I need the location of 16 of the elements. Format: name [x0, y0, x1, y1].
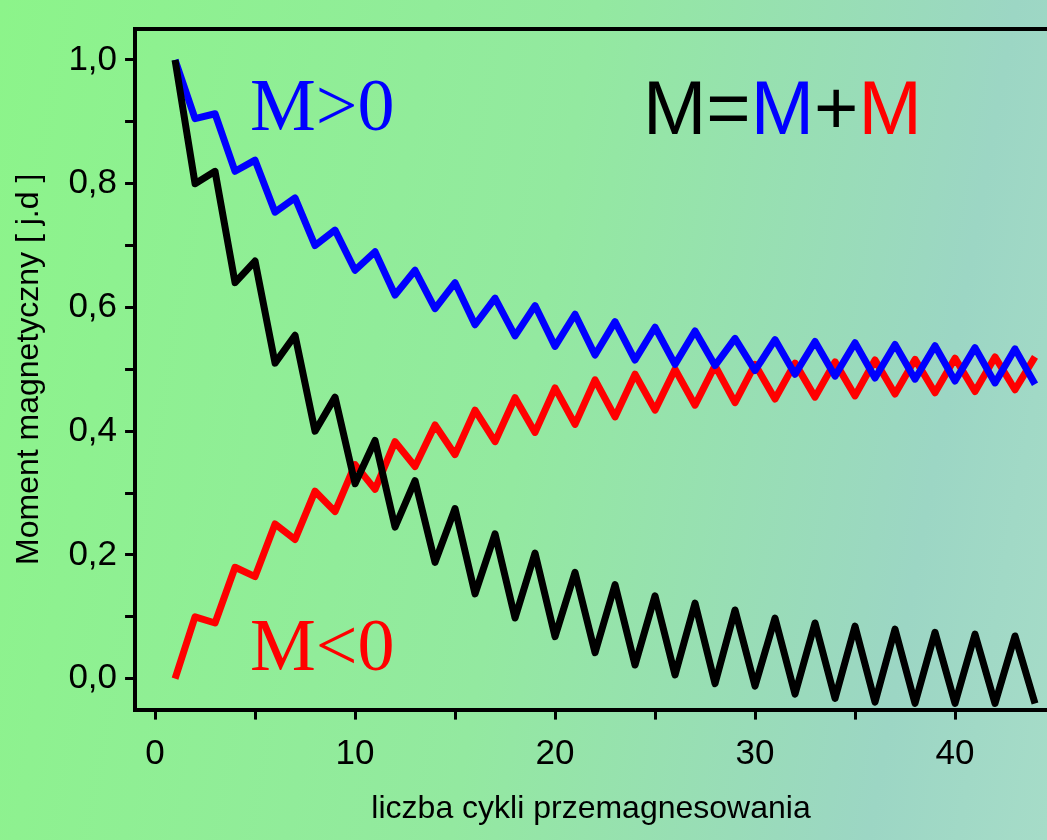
y-tick-label: 0,2 — [68, 532, 118, 572]
x-tick-label: 20 — [535, 732, 575, 772]
annotation: M=M+M — [643, 65, 922, 150]
y-tick-label: 0,0 — [68, 656, 118, 696]
y-tick-label: 0,4 — [68, 408, 118, 448]
y-tick-label: 0,6 — [68, 285, 118, 325]
x-tick-label: 30 — [735, 732, 775, 772]
y-tick-label: 0,8 — [68, 161, 118, 201]
series-label: M>0 — [250, 63, 395, 146]
y-axis-title: Moment magnetyczny [ j.d ] — [9, 173, 46, 565]
x-axis-title: liczba cykli przemagnesowania — [371, 788, 811, 825]
x-tick-label: 40 — [935, 732, 975, 772]
series-label: M<0 — [250, 603, 395, 686]
y-tick-label: 1,0 — [68, 37, 118, 77]
x-tick-label: 10 — [335, 732, 375, 772]
x-tick-label: 0 — [145, 732, 165, 772]
